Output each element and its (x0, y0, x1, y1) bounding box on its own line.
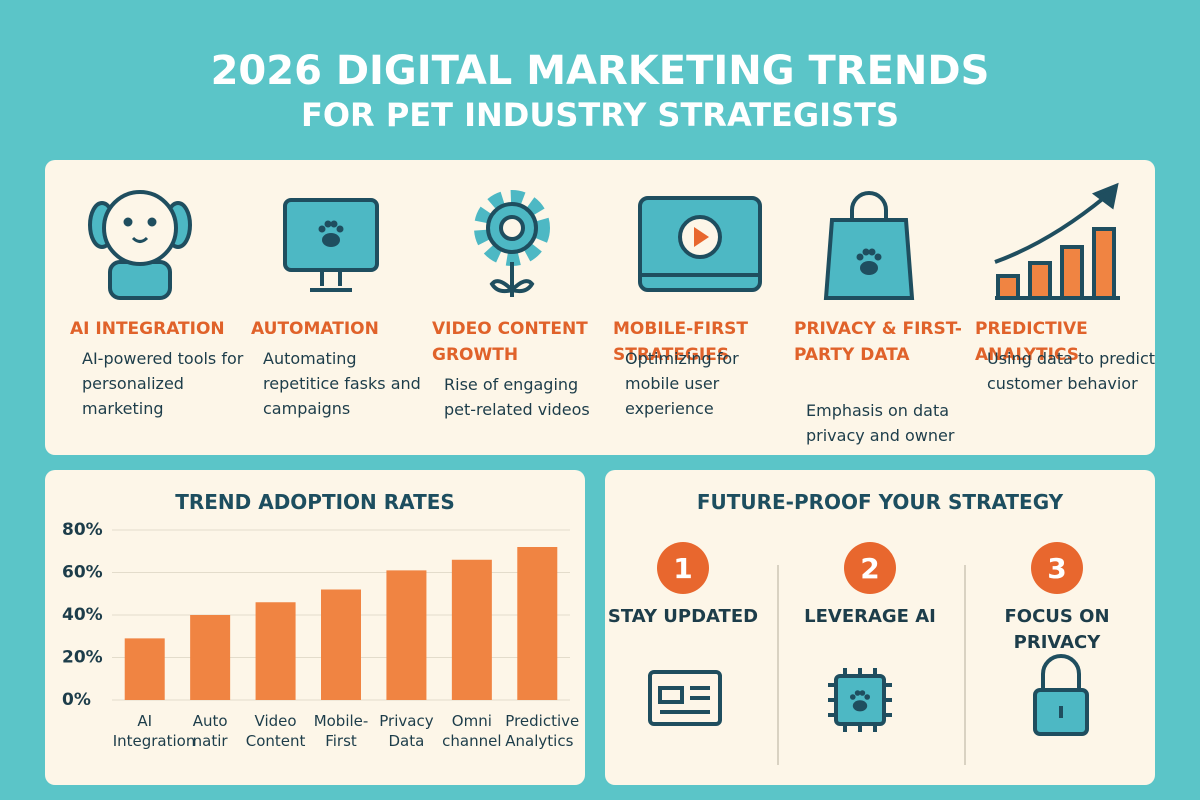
bag-icon (823, 218, 915, 300)
step-label: STAY UPDATED (607, 606, 759, 627)
trend-description: Optimizing for mobile user experience (625, 349, 739, 418)
step-label: LEVERAGE AI (804, 606, 936, 627)
lock-icon (1041, 654, 1081, 690)
chip-icon (834, 674, 886, 726)
x-tick-label: Mobile-First (313, 712, 369, 750)
icons (88, 182, 1120, 736)
y-tick-label: 60% (62, 563, 103, 583)
y-tick-label: 80% (62, 520, 103, 540)
bar (190, 615, 231, 700)
step-number: 1 (673, 552, 692, 585)
bar (255, 602, 296, 700)
dog-icon (102, 190, 178, 266)
step-label: FOCUS ON PRIVACY (1004, 606, 1110, 653)
step-number: 2 (860, 552, 879, 585)
step-circle (1031, 542, 1083, 594)
bar (451, 559, 492, 700)
dog-icon (108, 260, 172, 300)
chip-icon (828, 668, 892, 732)
growth-icon (1091, 182, 1119, 210)
trend-description: AI-powered tools for personalized market… (82, 349, 244, 418)
trend-title: VIDEO CONTENT GROWTH (432, 319, 588, 365)
step-number: 3 (1047, 552, 1066, 585)
gear-icon (499, 215, 525, 241)
strategy-panel (605, 470, 1155, 785)
growth-icon (994, 195, 1107, 264)
x-tick-label: Auto natir (192, 712, 228, 750)
bar (124, 638, 165, 700)
trend-title: AI INTEGRATION (70, 319, 225, 339)
trend-title: MOBILE-FIRST STRATEGIES (613, 319, 749, 365)
x-tick-label: Privacy Data (379, 712, 434, 750)
bar (386, 570, 427, 700)
growth-icon (1092, 227, 1116, 300)
y-tick-label: 20% (62, 648, 103, 668)
monitor-icon (310, 270, 352, 292)
x-tick-label: Predictive Analytics (505, 712, 580, 750)
bag-icon (850, 191, 888, 222)
chart-title: TREND ADOPTION RATES (175, 490, 455, 514)
gear-icon (474, 190, 550, 266)
x-tick-label: Omni channel (442, 712, 502, 750)
bar (321, 589, 361, 700)
bar (517, 547, 558, 700)
chart-panel (45, 470, 585, 785)
growth-icon (1060, 245, 1084, 300)
y-tick-label: 40% (62, 605, 103, 625)
title: 2026 DIGITAL MARKETING TRENDS (210, 48, 990, 94)
strategy-title: FUTURE-PROOF YOUR STRATEGY (696, 490, 1064, 514)
y-tick-label: 0% (62, 690, 91, 710)
x-tick-label: Video Content (245, 712, 306, 750)
trend-title: AUTOMATION (251, 319, 379, 339)
growth-icon (996, 274, 1020, 300)
video-icon (694, 227, 709, 247)
trend-description: Emphasis on data privacy and owner (806, 401, 955, 445)
dog-face (123, 217, 157, 243)
news-icon (658, 686, 710, 714)
trend-description: Using data to predict customer behavior (987, 349, 1156, 393)
trend-description: Rise of engaging pet-related videos (444, 375, 590, 419)
subtitle: FOR PET INDUSTRY STRATEGISTS (300, 96, 899, 134)
x-tick-label: AI Integration (112, 712, 196, 750)
trend-description: Automating repetitice fasks and campaign… (263, 349, 421, 418)
bar-chart: 0% 20% 40% 60% 80% (62, 520, 570, 710)
step-circle (844, 542, 896, 594)
trend-title: PRIVACY & FIRST-PARTY DATA (794, 319, 962, 365)
growth-icon (1028, 261, 1052, 300)
trend-title: PREDICTIVE ANALYTICS (975, 319, 1088, 365)
gear-icon (489, 262, 535, 297)
step-circle (657, 542, 709, 594)
